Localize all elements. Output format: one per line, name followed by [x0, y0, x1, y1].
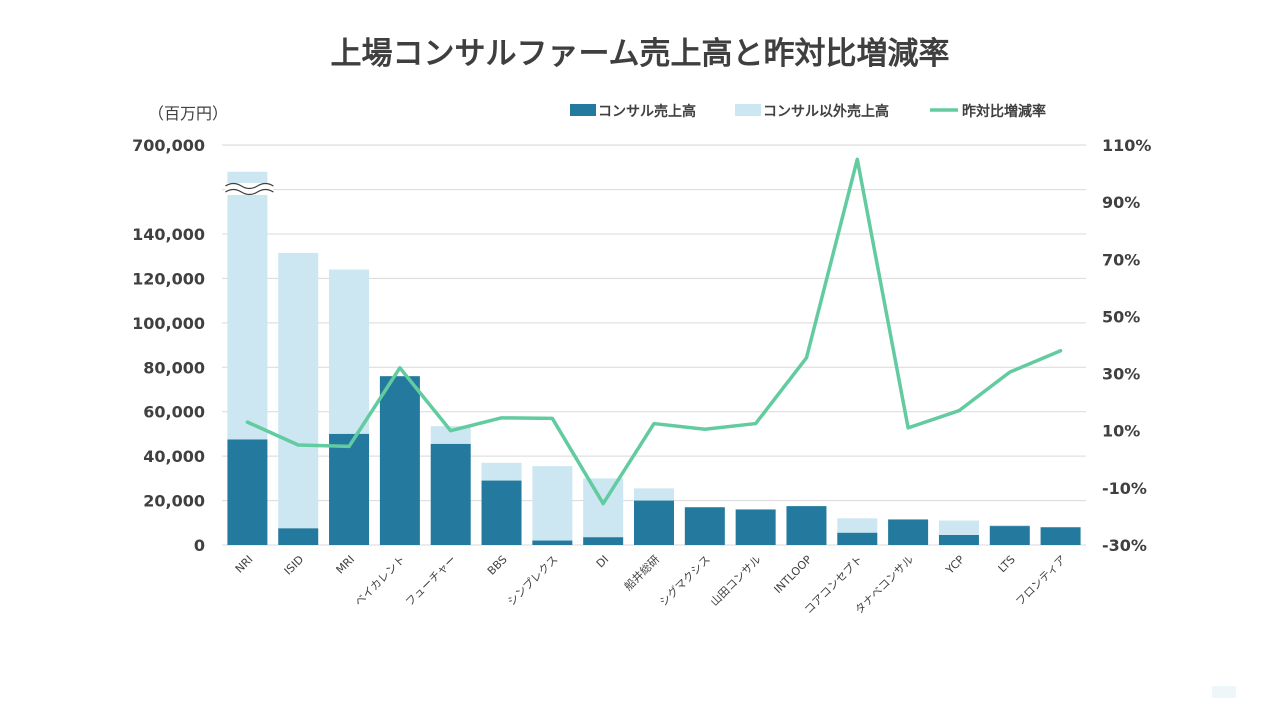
bar-consulting-15 — [989, 526, 1030, 545]
left-tick-label: 0 — [194, 536, 205, 555]
left-axis-unit: （百万円） — [148, 104, 228, 123]
legend-label-consulting: コンサル売上高 — [598, 103, 696, 120]
bar-non-consulting-6 — [532, 466, 573, 541]
legend-swatch-consulting — [570, 104, 596, 116]
legend-label-non-consulting: コンサル以外売上高 — [763, 103, 889, 120]
x-tick-label: 船井総研 — [621, 552, 662, 593]
bar-non-consulting-15 — [989, 525, 1030, 527]
legend-label-growth-rate: 昨対比増減率 — [962, 103, 1046, 120]
left-tick-label: 120,000 — [132, 269, 205, 288]
bar-consulting-14 — [938, 535, 979, 545]
bar-non-consulting-2 — [329, 269, 370, 434]
bar-non-consulting-8 — [634, 488, 674, 501]
bar-consulting-0 — [227, 439, 268, 545]
bar-non-consulting-1 — [278, 252, 319, 529]
x-tick-label: YCP — [943, 553, 968, 578]
left-tick-label: 60,000 — [143, 403, 205, 422]
bar-consulting-12 — [837, 532, 878, 545]
bar-consulting-10 — [735, 509, 776, 545]
x-tick-label: シグマクシス — [656, 552, 713, 609]
right-tick-label: 30% — [1102, 365, 1140, 384]
bar-consulting-3 — [379, 376, 420, 545]
bar-non-consulting-0 — [227, 171, 268, 440]
left-tick-label: 700,000 — [132, 136, 205, 155]
right-tick-label: -30% — [1102, 536, 1147, 555]
bar-consulting-6 — [532, 540, 573, 545]
bar-non-consulting-7 — [583, 478, 624, 538]
x-tick-label: DI — [594, 553, 611, 570]
x-tick-label: ISID — [282, 553, 307, 578]
bar-consulting-2 — [329, 433, 370, 545]
growth-rate-line — [245, 157, 1063, 506]
x-tick-label: MRI — [334, 553, 358, 577]
x-tick-label: シンプレクス — [505, 553, 560, 608]
x-tick-label: フロンティア — [1013, 553, 1068, 608]
x-tick-label: 山田コンサル — [708, 553, 764, 609]
x-tick-label: LTS — [996, 553, 1018, 575]
left-tick-label: 140,000 — [132, 225, 205, 244]
bar-consulting-1 — [278, 528, 319, 545]
legend: コンサル売上高 コンサル以外売上高 昨対比増減率 — [570, 103, 1046, 120]
axis-break — [225, 182, 274, 196]
axis-break-wave-top — [225, 182, 274, 190]
bar-non-consulting-14 — [938, 520, 979, 536]
left-tick-label: 100,000 — [132, 314, 205, 333]
right-tick-label: -10% — [1102, 479, 1147, 498]
right-tick-label: 90% — [1102, 193, 1140, 212]
x-tick-label: ベイカレント — [352, 553, 408, 609]
right-tick-label: 10% — [1102, 422, 1140, 441]
bar-non-consulting-5 — [481, 462, 522, 481]
bar-consulting-4 — [430, 443, 471, 545]
bar-consulting-16 — [1040, 527, 1081, 545]
x-tick-label: フューチャー — [403, 553, 459, 609]
corner-mark — [1212, 686, 1236, 698]
x-tick-label: NRI — [233, 553, 256, 576]
chart-title: 上場コンサルファーム売上高と昨対比増減率 — [330, 36, 950, 72]
legend-swatch-non-consulting — [735, 104, 761, 116]
bar-consulting-8 — [634, 500, 674, 545]
bar-layer — [227, 171, 1081, 545]
right-tick-label: 50% — [1102, 307, 1140, 326]
bar-consulting-9 — [684, 507, 725, 545]
axis-break-wave-bottom — [225, 188, 274, 196]
bar-non-consulting-4 — [430, 426, 471, 444]
left-tick-label: 40,000 — [143, 447, 205, 466]
left-tick-label: 20,000 — [143, 492, 205, 511]
left-tick-label: 80,000 — [143, 358, 205, 377]
line-layer — [245, 157, 1063, 506]
bar-non-consulting-12 — [837, 518, 878, 533]
right-tick-label: 110% — [1102, 136, 1151, 155]
bar-consulting-11 — [786, 506, 827, 545]
bar-consulting-7 — [583, 537, 624, 545]
x-tick-label: INTLOOP — [772, 553, 815, 596]
bar-consulting-5 — [481, 480, 522, 545]
right-tick-label: 70% — [1102, 250, 1140, 269]
bar-consulting-13 — [888, 519, 929, 545]
x-tick-label: BBS — [485, 553, 510, 578]
